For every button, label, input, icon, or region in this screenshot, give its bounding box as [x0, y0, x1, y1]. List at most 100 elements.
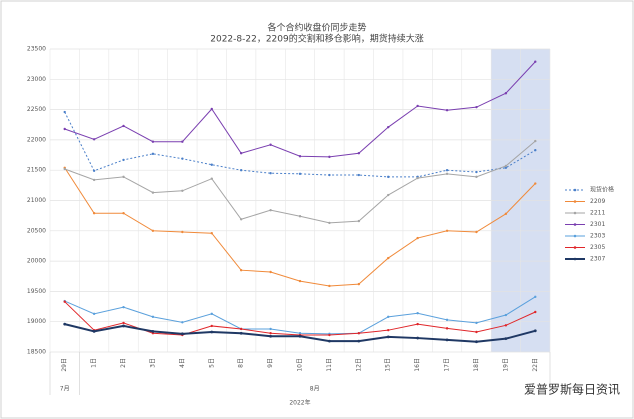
point	[504, 166, 508, 169]
point	[445, 169, 449, 172]
point	[445, 229, 449, 232]
y-tick-label: 23000	[27, 76, 46, 83]
y-tick-label: 21500	[27, 167, 46, 174]
point	[475, 321, 478, 325]
y-tick-label: 18500	[27, 349, 46, 356]
point	[328, 221, 331, 225]
point	[298, 279, 302, 283]
point	[298, 155, 302, 158]
x-tick-label: 5日	[208, 358, 215, 368]
point	[475, 170, 478, 174]
point	[181, 321, 184, 324]
point	[475, 105, 478, 109]
point	[239, 268, 243, 272]
point	[387, 125, 390, 129]
x-tick-label: 8日	[238, 358, 245, 368]
x-tick-label: 12日	[355, 358, 362, 372]
x-group-label: 8月	[310, 386, 320, 393]
point	[269, 270, 272, 274]
x-tick-label: 17日	[444, 358, 451, 372]
point	[416, 176, 419, 180]
point	[416, 336, 420, 340]
legend-label: 2209	[590, 198, 605, 205]
x-tick-label: 22日	[532, 358, 539, 372]
point	[416, 104, 419, 108]
point	[445, 327, 449, 330]
point	[298, 334, 302, 338]
point	[298, 172, 302, 176]
point	[92, 169, 96, 173]
point	[92, 178, 96, 182]
point	[269, 334, 272, 338]
point	[210, 330, 214, 334]
point	[387, 193, 390, 197]
legend-label: 2305	[590, 244, 605, 251]
legend-label: 2301	[590, 221, 605, 228]
point	[63, 167, 66, 171]
point	[445, 318, 449, 322]
point	[387, 315, 390, 319]
point	[475, 330, 478, 334]
x-tick-label: 15日	[385, 358, 392, 372]
x-tick-label: 4日	[179, 358, 186, 368]
point	[210, 312, 213, 316]
point	[180, 332, 184, 336]
y-tick-label: 22000	[27, 136, 46, 143]
point	[386, 335, 390, 339]
point	[181, 189, 184, 193]
point	[534, 149, 537, 152]
watermark: 爱普罗斯每日资讯	[524, 382, 620, 397]
point	[416, 312, 419, 315]
point	[269, 172, 272, 175]
point	[298, 332, 302, 335]
point	[328, 333, 331, 337]
point	[122, 158, 125, 162]
point	[239, 218, 243, 221]
x-tick-label: 1日	[91, 358, 98, 368]
point	[210, 107, 213, 111]
point	[181, 157, 184, 160]
point	[122, 324, 125, 328]
point	[328, 155, 331, 159]
point	[210, 232, 213, 235]
point	[534, 182, 537, 185]
y-tick-label: 23500	[27, 46, 46, 53]
point	[328, 284, 331, 288]
point	[357, 173, 361, 177]
series-line	[64, 111, 536, 178]
legend-marker	[573, 188, 577, 192]
point	[445, 172, 449, 176]
point	[269, 143, 272, 146]
point	[122, 321, 125, 325]
point	[92, 138, 96, 141]
legend-label: 2303	[590, 233, 605, 240]
point	[475, 230, 478, 234]
point	[445, 109, 449, 112]
y-tick-label: 20500	[27, 227, 46, 234]
x-tick-label: 29日	[61, 358, 68, 372]
y-tick-label: 20000	[27, 258, 46, 265]
point	[63, 127, 66, 131]
point	[122, 175, 125, 179]
point	[239, 327, 243, 331]
y-tick-label: 22500	[27, 106, 46, 113]
point	[504, 212, 508, 216]
point	[122, 305, 125, 309]
point	[534, 310, 537, 314]
point	[534, 139, 537, 143]
point	[63, 322, 67, 326]
y-tick-label: 19500	[27, 288, 46, 295]
x-super-label: 2022年	[289, 399, 310, 407]
point	[63, 110, 66, 114]
point	[92, 312, 96, 316]
point	[239, 152, 243, 155]
point	[357, 282, 361, 286]
point	[151, 140, 155, 143]
legend-label: 2307	[590, 256, 605, 263]
x-group-label: 7月	[60, 386, 70, 393]
point	[63, 300, 66, 303]
point	[181, 230, 184, 234]
point	[387, 175, 390, 179]
point	[387, 256, 390, 260]
